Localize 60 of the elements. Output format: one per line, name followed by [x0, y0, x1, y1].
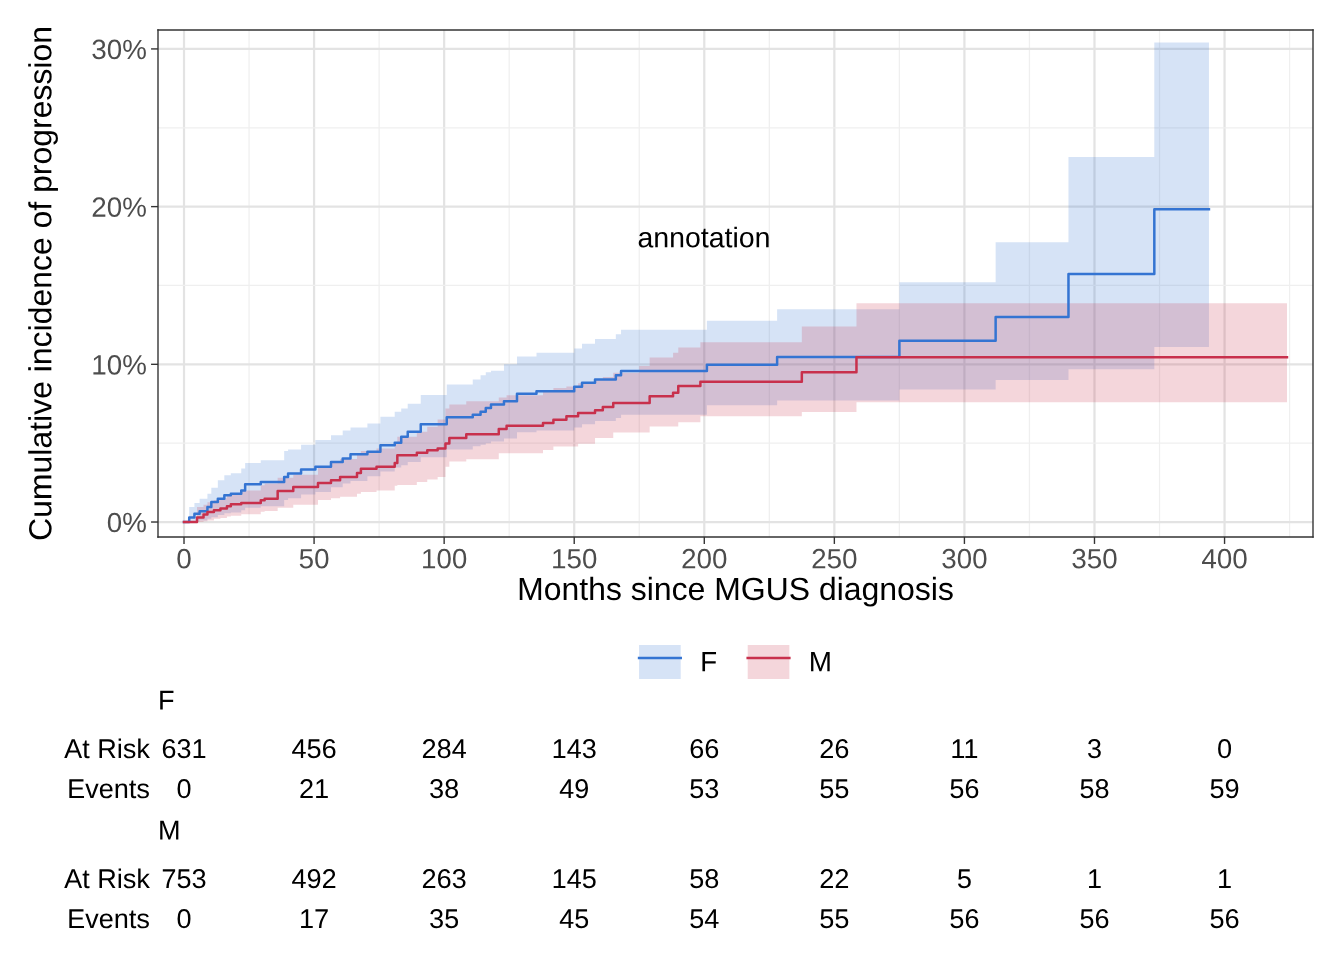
text: 55 — [820, 779, 849, 799]
text: Events — [69, 909, 149, 929]
text: 55 — [820, 909, 849, 929]
y-tick-label: 10% — [93, 354, 146, 375]
x-tick-label: 100 — [423, 548, 467, 569]
text: 0 — [177, 909, 191, 929]
text: 0 — [177, 779, 191, 799]
text: 49 — [559, 779, 588, 799]
text: 56 — [1080, 909, 1109, 929]
legend-label: F — [702, 652, 717, 672]
x-tick-label: 350 — [1072, 548, 1117, 569]
text: 58 — [1080, 779, 1109, 799]
x-axis-title: Months since MGUS diagnosis — [519, 576, 953, 607]
x-tick-label: 250 — [812, 548, 857, 569]
text: 492 — [292, 869, 336, 889]
text: 456 — [292, 739, 336, 759]
text: 38 — [430, 779, 459, 799]
x-tick-label: 50 — [299, 548, 329, 569]
legend-label: M — [811, 652, 830, 672]
text: 1 — [1219, 869, 1231, 888]
text: 54 — [690, 909, 719, 929]
text: Events — [69, 779, 149, 799]
text: 58 — [690, 869, 719, 889]
text: 21 — [300, 779, 328, 798]
text: 59 — [1210, 779, 1239, 799]
text: 0 — [1218, 739, 1232, 759]
text: 631 — [162, 739, 206, 759]
text: 753 — [162, 869, 206, 889]
text: M — [160, 820, 179, 840]
x-tick-label: 200 — [682, 548, 727, 569]
text: 145 — [553, 869, 596, 889]
text: 35 — [430, 909, 459, 929]
text: 56 — [950, 909, 979, 929]
text: 45 — [559, 909, 589, 929]
text: 53 — [690, 779, 719, 799]
y-tick-label: 30% — [92, 39, 146, 60]
x-tick-label: 0 — [177, 548, 191, 569]
text: 3 — [1087, 739, 1101, 759]
y-tick-label: 20% — [92, 197, 146, 217]
text: 17 — [301, 909, 328, 928]
text: 56 — [950, 779, 979, 799]
y-axis-title: Cumulative incidence of progression — [28, 28, 58, 540]
text: 66 — [690, 739, 719, 759]
text: At Risk — [64, 738, 150, 759]
text: F — [160, 690, 174, 710]
text: At Risk — [64, 868, 150, 889]
x-tick-label: 300 — [942, 548, 987, 569]
annotation: annotation — [638, 226, 769, 248]
text: 1 — [1089, 869, 1101, 888]
text: 22 — [820, 869, 849, 888]
text: 143 — [553, 739, 596, 759]
text: 56 — [1210, 909, 1239, 929]
text: 26 — [820, 739, 849, 759]
x-tick-label: 150 — [553, 548, 597, 569]
text: 11 — [952, 739, 978, 758]
text: 5 — [957, 869, 971, 889]
y-tick-label: 0% — [107, 512, 146, 533]
text: 263 — [422, 869, 466, 889]
x-tick-label: 400 — [1202, 548, 1247, 569]
text: 284 — [422, 739, 466, 759]
